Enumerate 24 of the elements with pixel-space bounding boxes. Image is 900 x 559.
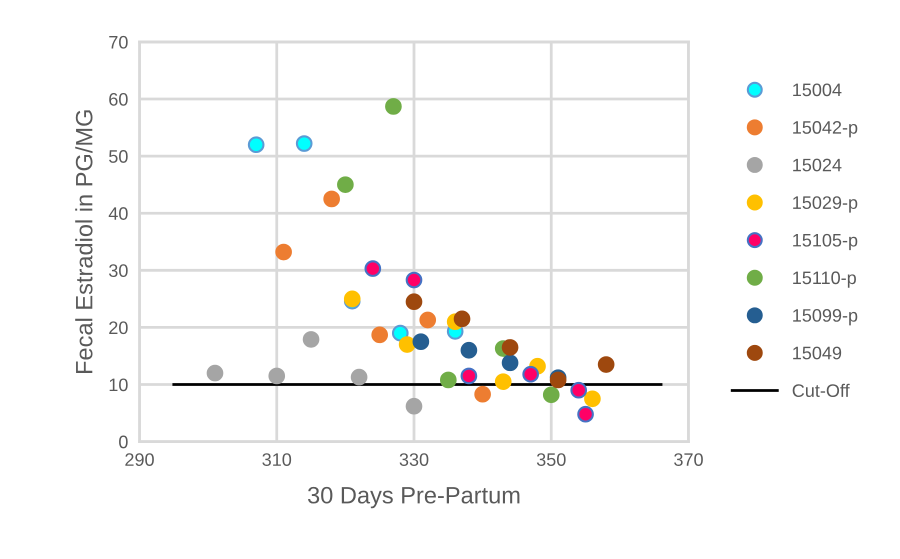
legend-label: 15004 xyxy=(793,83,842,96)
x-tick-label: 350 xyxy=(536,453,566,466)
legend-label: 15099-p xyxy=(793,309,858,326)
y-tick-label: 10 xyxy=(110,378,128,392)
x-axis-title: 30 Days Pre-Partum xyxy=(308,486,520,508)
legend-label: Cut-Off xyxy=(792,384,850,397)
y-tick-label: 70 xyxy=(109,36,128,49)
y-tick-label: 60 xyxy=(109,92,128,106)
y-tick-label: 40 xyxy=(108,207,128,220)
x-tick-label: 330 xyxy=(400,453,428,466)
legend-label: 15049 xyxy=(793,346,842,360)
legend-label: 15110-p xyxy=(793,271,856,288)
y-tick-label: 0 xyxy=(119,436,128,448)
y-tick-label: 50 xyxy=(109,150,128,163)
legend-label: 15024 xyxy=(793,158,842,172)
legend-label: 15042-p xyxy=(793,121,858,138)
y-axis-title: Fecal Estradiol in PG/MG xyxy=(75,110,93,374)
x-tick-label: 290 xyxy=(125,453,154,466)
x-tick-label: 310 xyxy=(262,453,292,466)
x-tick-label: 370 xyxy=(674,453,703,466)
legend-label: 15105-p xyxy=(793,234,858,250)
legend-label: 15029-p xyxy=(793,196,858,213)
y-tick-label: 20 xyxy=(109,321,128,334)
y-tick-label: 30 xyxy=(108,264,128,278)
